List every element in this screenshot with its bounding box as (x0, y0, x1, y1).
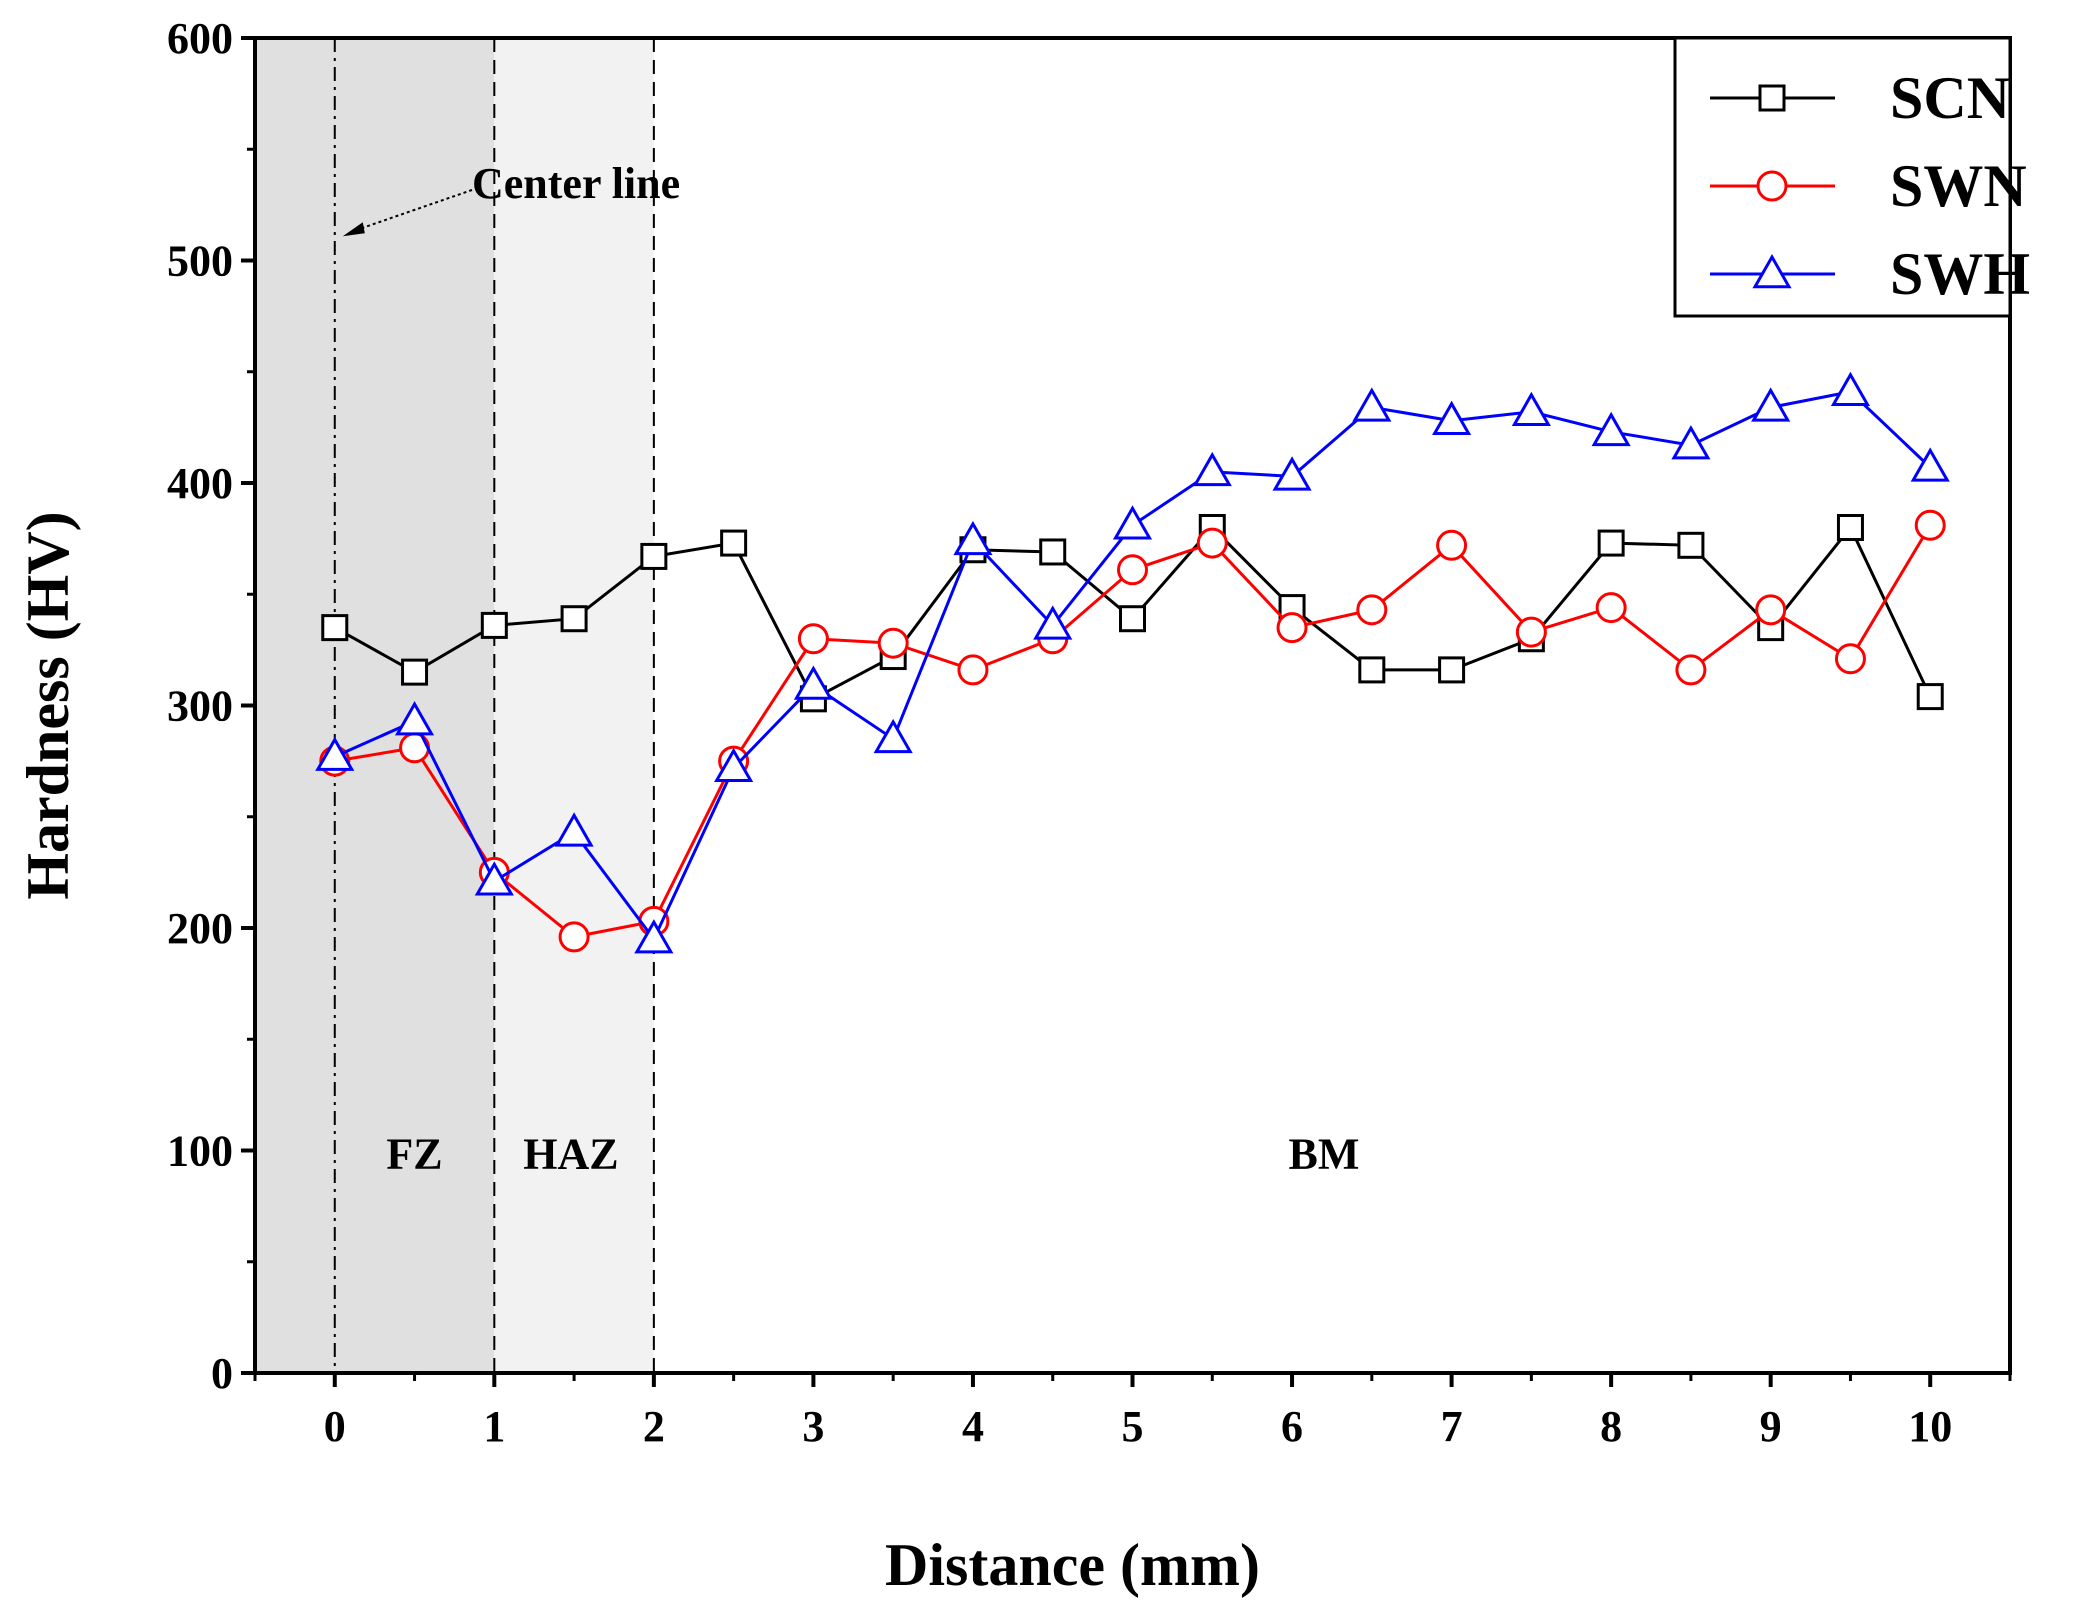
point-swh-4 (634, 919, 674, 954)
point-swh-8 (953, 520, 993, 556)
point-swn-18 (1755, 594, 1787, 626)
point-swn-6 (797, 623, 829, 655)
axes (241, 36, 2012, 1387)
point-swh-3 (554, 812, 594, 847)
y-tick-label-500: 500 (167, 237, 233, 286)
point-swh-2 (474, 861, 514, 896)
x-tick-label-8: 8 (1600, 1402, 1622, 1451)
point-swh-14 (1432, 400, 1472, 435)
y-tick-label-200: 200 (167, 904, 233, 953)
point-scn-2 (480, 611, 508, 639)
point-scn-14 (1438, 656, 1466, 684)
x-tick-label-0: 0 (324, 1402, 346, 1451)
region-haz (494, 38, 654, 1373)
point-scn-1 (401, 658, 429, 686)
point-scn-9 (1039, 538, 1067, 566)
x-tick-label-6: 6 (1281, 1402, 1303, 1451)
point-swh-9 (1033, 605, 1073, 640)
y-tick-label-300: 300 (167, 682, 233, 731)
x-tick-label-5: 5 (1122, 1402, 1144, 1451)
point-swh-7 (873, 718, 913, 754)
point-scn-10 (1119, 605, 1146, 633)
legend-marker-swh (1752, 253, 1792, 289)
point-swn-8 (957, 654, 989, 686)
point-swn-15 (1515, 616, 1547, 648)
point-swn-14 (1436, 529, 1468, 561)
x-tick-label-3: 3 (802, 1402, 824, 1451)
point-swh-0 (315, 736, 355, 771)
point-swn-11 (1196, 527, 1228, 559)
region-label-haz: HAZ (523, 1130, 618, 1179)
reference-lines (333, 38, 655, 1373)
point-swn-19 (1834, 643, 1866, 675)
legend-label-swn: SWN (1890, 153, 2027, 219)
point-swh-5 (714, 747, 754, 783)
point-scn-0 (321, 614, 349, 642)
point-swn-12 (1276, 612, 1308, 644)
point-swn-3 (558, 921, 590, 953)
point-scn-17 (1677, 531, 1705, 559)
y-tick-label-0: 0 (211, 1349, 233, 1398)
point-swh-6 (793, 665, 833, 700)
chart-text: 0 1 2 3 4 5 6 7 8 9 100100200300400500600Distance … (15, 14, 1952, 1598)
point-swh-15 (1511, 391, 1551, 427)
region-shading (255, 38, 2010, 1373)
point-swh-10 (1112, 505, 1153, 540)
x-tick-label-9: 9 (1760, 1402, 1782, 1451)
legend-box (1673, 36, 2012, 318)
region-label-bm: BM (1289, 1130, 1360, 1179)
legend-label-swh: SWH (1890, 241, 2030, 307)
point-swh-17 (1671, 425, 1711, 460)
point-scn-4 (640, 542, 668, 570)
point-swh-13 (1352, 387, 1392, 422)
point-swn-7 (877, 627, 909, 659)
legend-label-scn: SCN (1890, 65, 2010, 131)
point-swh-19 (1830, 371, 1871, 407)
point-swh-16 (1591, 411, 1631, 447)
point-swn-13 (1356, 594, 1388, 626)
legend: SCN SWN SWH (1673, 36, 2030, 318)
point-swn-17 (1675, 654, 1707, 686)
x-axis-title: Distance (mm) (885, 1532, 1260, 1598)
x-tick-label-7: 7 (1441, 1402, 1463, 1451)
x-tick-label-2: 2 (643, 1402, 665, 1451)
legend-marker-scn (1758, 84, 1786, 112)
region-fz (255, 38, 495, 1373)
series-swh (315, 371, 1950, 954)
annotation-arrow-head (342, 222, 365, 237)
point-scn-13 (1358, 656, 1386, 684)
x-tick-label-10: 10 (1908, 1402, 1952, 1451)
annotation-center-line: Center line (472, 159, 680, 208)
point-swn-10 (1117, 554, 1148, 586)
x-tick-label-1: 1 (483, 1402, 505, 1451)
point-scn-20 (1916, 683, 1944, 711)
point-swh-1 (394, 701, 435, 736)
point-swh-11 (1192, 451, 1232, 487)
x-tick-label-4: 4 (962, 1402, 984, 1451)
series-scn (321, 514, 1944, 713)
point-scn-19 (1836, 514, 1864, 541)
region-label-fz: FZ (386, 1130, 442, 1179)
point-scn-16 (1597, 529, 1625, 557)
data-series (315, 371, 1950, 954)
y-tick-label-600: 600 (167, 14, 233, 63)
point-swh-20 (1910, 447, 1950, 482)
point-scn-5 (720, 529, 748, 557)
point-swn-20 (1914, 509, 1946, 541)
point-swh-18 (1751, 387, 1791, 422)
legend-marker-swn (1756, 170, 1788, 202)
point-swh-12 (1272, 456, 1312, 491)
point-scn-3 (560, 605, 588, 633)
y-tick-label-100: 100 (167, 1127, 233, 1176)
y-tick-label-400: 400 (167, 459, 233, 508)
point-swn-16 (1595, 592, 1627, 624)
y-axis-title: Hardness (HV) (15, 511, 81, 899)
